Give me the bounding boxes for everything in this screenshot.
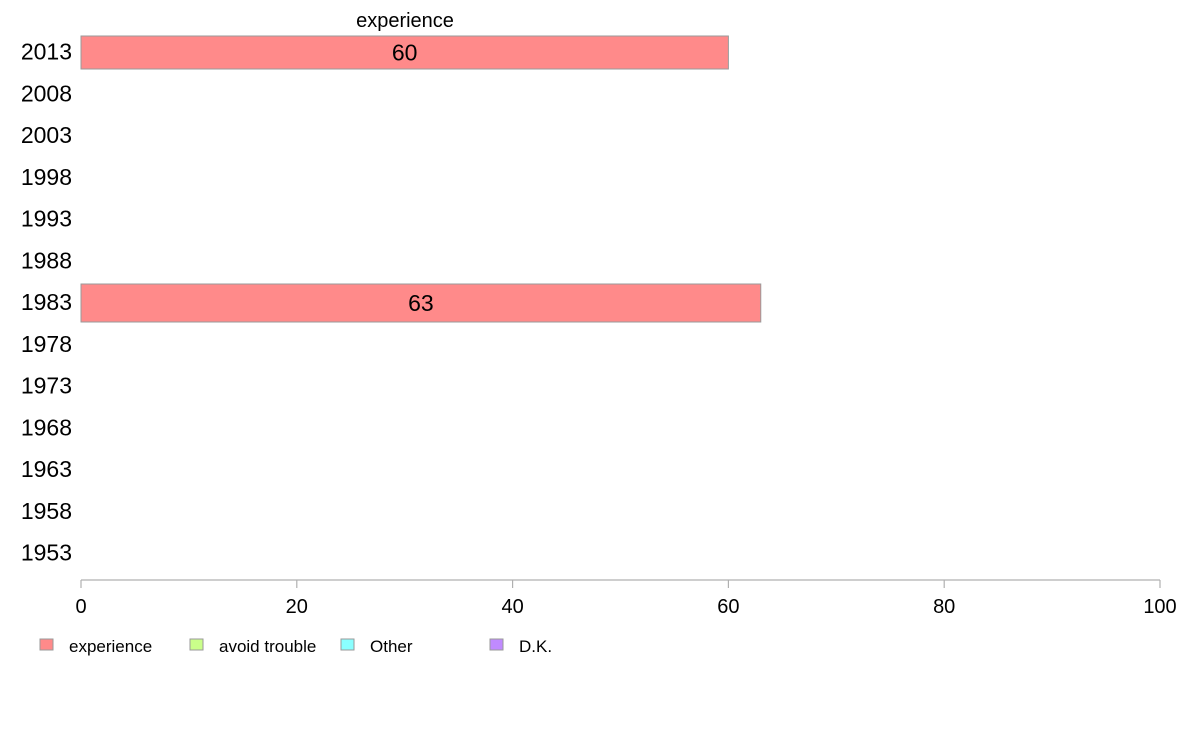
category-label: 1993 [21, 206, 72, 232]
legend-swatch [39, 638, 54, 651]
category-label: 1963 [21, 456, 72, 482]
category-label: 1988 [21, 247, 72, 273]
category-label: 1998 [21, 164, 72, 190]
bar-value-label: 60 [392, 40, 418, 66]
category-label: 2003 [21, 122, 72, 148]
legend-label: Other [370, 637, 413, 656]
x-axis: 0 20 40 60 80 100 [75, 579, 1177, 618]
bar [80, 283, 762, 323]
category-label: 1978 [21, 331, 72, 357]
legend-label: experience [69, 637, 152, 656]
x-tick-label: 60 [717, 596, 739, 618]
category-label: 1973 [21, 373, 72, 399]
category-labels: 2013 2008 2003 1998 1993 1988 1983 1978 1973 1968… [21, 39, 72, 566]
legend-label: avoid trouble [219, 637, 316, 656]
top-series-label: experience [356, 10, 454, 32]
category-label: 2013 [21, 39, 72, 65]
category-label: 1953 [21, 540, 72, 566]
bars: 60 63 [80, 35, 762, 323]
category-label: 1983 [21, 289, 72, 315]
x-tick-label: 20 [286, 596, 308, 618]
x-tick-label: 100 [1143, 596, 1176, 618]
x-tick-label: 40 [501, 596, 523, 618]
x-tick-label: 0 [75, 596, 86, 618]
category-label: 2008 [21, 80, 72, 106]
x-tick-label: 80 [933, 596, 955, 618]
legend: experience avoid trouble Other D.K. [39, 637, 552, 656]
legend-swatch [189, 638, 204, 651]
legend-swatch [489, 638, 504, 651]
category-label: 1968 [21, 414, 72, 440]
bar-value-label: 63 [408, 290, 434, 316]
bar [80, 35, 729, 70]
legend-swatch [340, 638, 355, 651]
legend-label: D.K. [519, 637, 552, 656]
category-label: 1958 [21, 498, 72, 524]
